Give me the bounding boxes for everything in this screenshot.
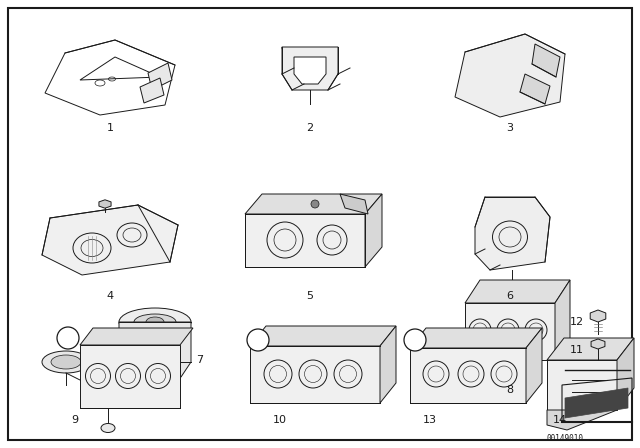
Polygon shape: [480, 360, 540, 378]
Text: 14: 14: [553, 415, 567, 425]
Text: 7: 7: [196, 355, 204, 365]
Ellipse shape: [42, 351, 90, 373]
Polygon shape: [245, 214, 365, 267]
Polygon shape: [465, 303, 555, 360]
Polygon shape: [250, 346, 380, 403]
Polygon shape: [340, 194, 368, 214]
Polygon shape: [42, 205, 178, 275]
Text: 11: 11: [570, 345, 584, 355]
Text: 11: 11: [61, 333, 74, 343]
Ellipse shape: [146, 317, 164, 327]
Polygon shape: [547, 338, 634, 360]
Polygon shape: [80, 345, 180, 408]
Text: 8: 8: [506, 385, 513, 395]
Polygon shape: [365, 194, 382, 267]
Text: 1: 1: [106, 123, 113, 133]
Text: 12: 12: [252, 336, 264, 345]
Polygon shape: [617, 338, 634, 410]
Ellipse shape: [101, 423, 115, 432]
Polygon shape: [547, 410, 617, 430]
Polygon shape: [140, 78, 164, 103]
Text: 12: 12: [409, 336, 421, 345]
Text: 6: 6: [506, 291, 513, 301]
Polygon shape: [532, 44, 560, 77]
Text: 13: 13: [423, 415, 437, 425]
Polygon shape: [520, 74, 550, 104]
Circle shape: [247, 329, 269, 351]
Polygon shape: [99, 200, 111, 208]
Polygon shape: [80, 328, 193, 345]
Polygon shape: [245, 194, 382, 214]
Circle shape: [57, 327, 79, 349]
Text: 4: 4: [106, 291, 113, 301]
Polygon shape: [410, 328, 542, 348]
Text: 10: 10: [273, 415, 287, 425]
Text: 2: 2: [307, 123, 314, 133]
Polygon shape: [555, 280, 570, 360]
Circle shape: [311, 200, 319, 208]
Polygon shape: [282, 47, 338, 90]
Text: 3: 3: [506, 123, 513, 133]
Polygon shape: [119, 322, 191, 377]
Polygon shape: [250, 326, 396, 346]
Text: 5: 5: [307, 291, 314, 301]
Polygon shape: [410, 348, 526, 403]
Polygon shape: [465, 280, 570, 303]
Ellipse shape: [51, 355, 81, 369]
Text: 00149010: 00149010: [547, 434, 584, 443]
Polygon shape: [526, 328, 542, 403]
Text: 12: 12: [570, 317, 584, 327]
Polygon shape: [455, 34, 565, 117]
Ellipse shape: [119, 308, 191, 336]
Polygon shape: [590, 310, 606, 322]
Polygon shape: [475, 197, 550, 270]
Polygon shape: [380, 326, 396, 403]
Circle shape: [404, 329, 426, 351]
Ellipse shape: [134, 314, 176, 330]
Polygon shape: [148, 63, 172, 90]
Polygon shape: [565, 388, 628, 418]
Polygon shape: [591, 339, 605, 349]
Polygon shape: [294, 57, 326, 84]
Polygon shape: [547, 360, 617, 410]
Text: 9: 9: [72, 415, 79, 425]
